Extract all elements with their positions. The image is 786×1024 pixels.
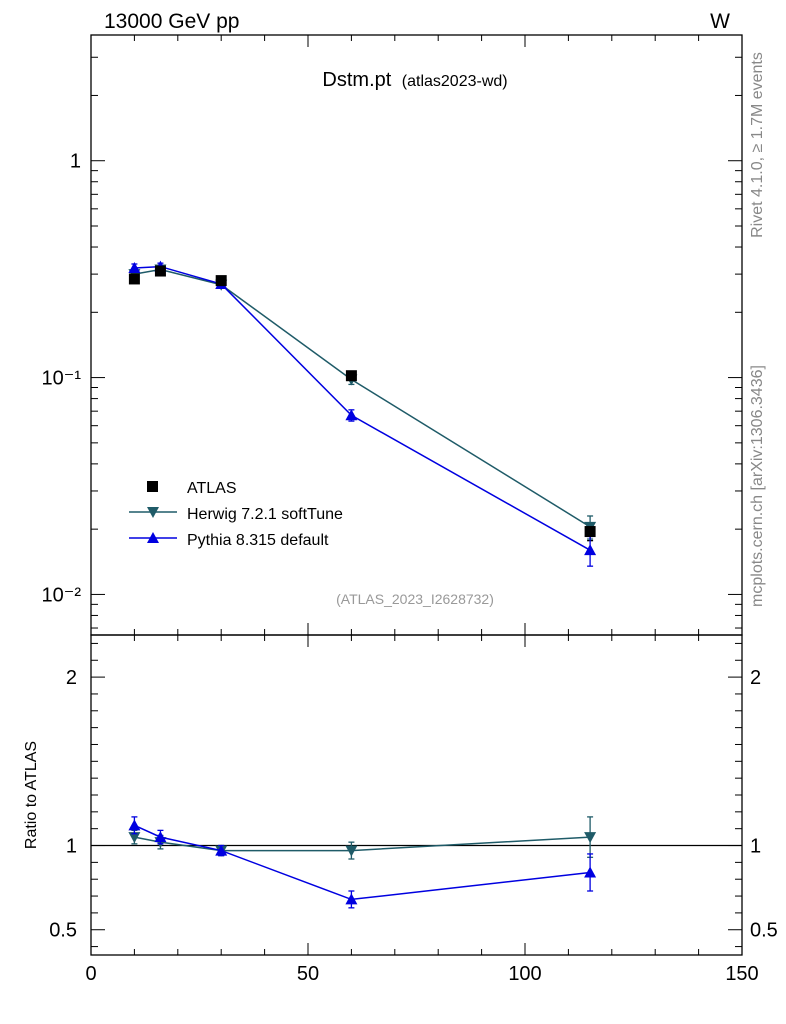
ratio-y-tick-label: 0.5	[49, 920, 77, 942]
ratio-series	[91, 816, 742, 909]
plot-title-sub: (atlas2023-wd)	[402, 73, 508, 90]
herwig-ratio-marker	[584, 832, 597, 844]
herwig-ratio-line	[134, 836, 591, 852]
pythia-ratio-marker	[584, 866, 597, 878]
pythia-ratio-marker	[345, 893, 358, 905]
atlas-marker	[584, 526, 596, 538]
legend: ATLAS Herwig 7.2.1 softTune Pythia 8.315…	[129, 480, 343, 549]
atlas-marker	[154, 265, 166, 277]
plot-title-main: Dstm.pt	[322, 69, 391, 91]
ratio-y-axis-label: Ratio to ATLAS	[23, 741, 40, 849]
atlas-marker	[215, 275, 227, 287]
ratio-y-tick-label: 1	[66, 836, 77, 858]
x-tick-label: 50	[297, 963, 319, 985]
x-tick-label: 100	[508, 963, 541, 985]
axis-ticks	[90, 35, 743, 955]
main-series	[128, 260, 597, 567]
main-y-tick-label: 10⁻²	[42, 584, 82, 606]
generator-info-text: Rivet 4.1.0, ≥ 1.7M events	[749, 52, 766, 238]
ratio-y-tick-label-right: 2	[750, 667, 761, 689]
pythia-ratio-marker	[128, 819, 141, 831]
analysis-id-label: (ATLAS_2023_I2628732)	[336, 591, 494, 607]
x-tick-label: 150	[725, 963, 758, 985]
herwig-ratio-marker	[128, 832, 141, 844]
legend-atlas-marker	[147, 481, 158, 492]
legend-herwig-marker	[147, 507, 159, 518]
main-y-tick-label: 1	[70, 151, 81, 173]
ratio-y-tick-label-right: 1	[750, 836, 761, 858]
pythia-ratio-marker	[215, 844, 228, 856]
pythia-marker	[584, 544, 597, 556]
main-y-tick-label: 10⁻¹	[42, 368, 82, 390]
legend-pythia-marker	[147, 532, 159, 543]
legend-pythia-label: Pythia 8.315 default	[187, 532, 329, 549]
tick-labels: 0 50 100 150 1 10⁻¹ 10⁻² 2 2 1 1 0.5 0.5	[42, 151, 778, 985]
pythia-ratio-line	[134, 824, 591, 901]
legend-herwig-label: Herwig 7.2.1 softTune	[187, 506, 343, 523]
pythia-marker	[345, 409, 358, 421]
pythia-ratio-marker	[154, 831, 167, 843]
ratio-y-tick-label: 2	[66, 667, 77, 689]
energy-label: 13000 GeV pp	[104, 10, 239, 33]
legend-atlas-label: ATLAS	[187, 480, 237, 497]
x-tick-label: 0	[85, 963, 96, 985]
atlas-marker	[128, 273, 140, 285]
ratio-panel-frame	[90, 634, 743, 956]
process-label: W	[710, 10, 730, 33]
atlas-marker	[345, 370, 357, 382]
herwig-ratio-marker	[345, 845, 358, 857]
pythia-marker	[128, 262, 141, 274]
plot-title: Dstm.pt (atlas2023-wd)	[322, 69, 507, 91]
source-info-text: mcplots.cern.ch [arXiv:1306.3436]	[749, 365, 766, 607]
ratio-y-tick-label-right: 0.5	[750, 920, 778, 942]
